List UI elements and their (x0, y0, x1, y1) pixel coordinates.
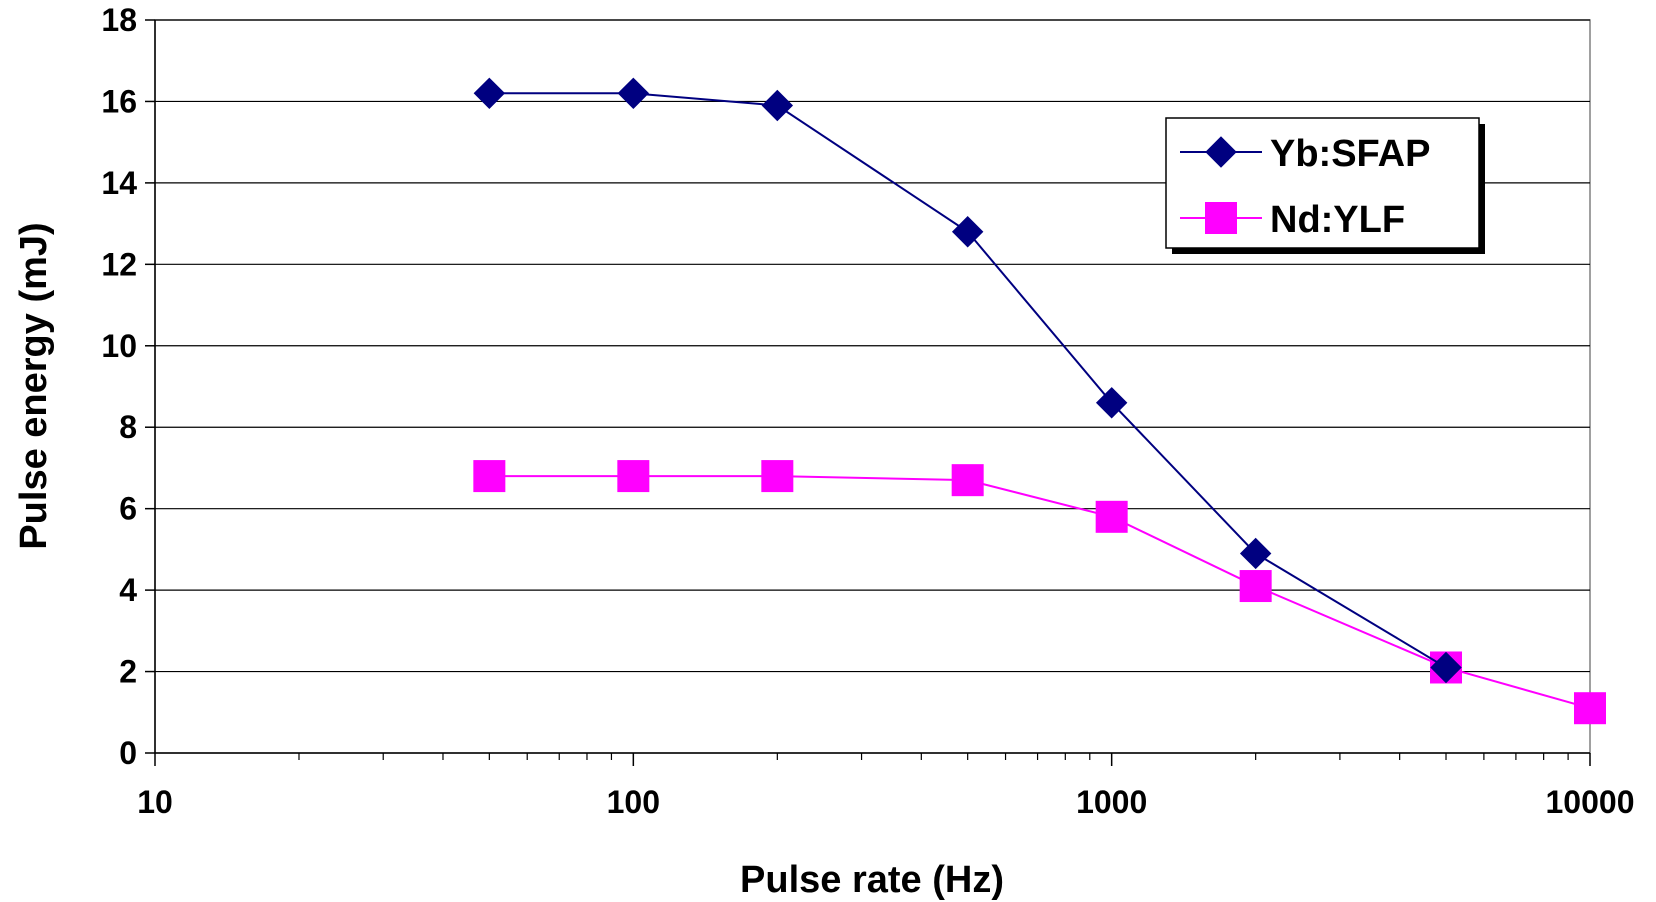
data-point (951, 464, 984, 497)
x-axis-ticks: 10 100 1000 10000 (137, 753, 1634, 820)
legend-marker (1205, 136, 1237, 168)
series-layer (473, 77, 1606, 725)
data-point (761, 89, 794, 122)
data-point (761, 460, 794, 493)
data-point (1239, 570, 1272, 603)
legend: Yb:SFAP Nd:YLF (1165, 117, 1485, 254)
y-tick-label: 18 (101, 2, 137, 38)
y-axis-ticks: 0 2 4 6 8 10 12 14 16 18 (101, 2, 155, 771)
y-tick-label: 14 (101, 165, 137, 201)
x-tick-label: 1000 (1076, 784, 1147, 820)
legend-item: Yb:SFAP (1180, 133, 1430, 175)
data-point (1095, 387, 1128, 419)
data-point (473, 460, 506, 493)
data-point (617, 77, 650, 110)
x-axis-title: Pulse rate (Hz) (740, 859, 1004, 901)
x-tick-label: 10000 (1546, 784, 1635, 820)
series-line (489, 475, 1591, 710)
y-tick-label: 10 (101, 328, 137, 364)
y-tick-label: 8 (119, 409, 137, 445)
legend-label: Nd:YLF (1270, 199, 1405, 241)
x-tick-label: 10 (137, 784, 173, 820)
y-tick-label: 16 (101, 83, 137, 119)
y-tick-label: 6 (119, 491, 137, 527)
legend-item: Nd:YLF (1180, 199, 1405, 241)
legend-marker (1205, 202, 1237, 234)
x-tick-label: 100 (607, 784, 660, 820)
data-point (1574, 692, 1606, 725)
series-yb-sfap (473, 77, 1462, 684)
y-axis-title: Pulse energy (mJ) (13, 222, 55, 549)
axes (154, 20, 1590, 754)
legend-label: Yb:SFAP (1270, 133, 1430, 175)
data-point (1095, 500, 1128, 533)
data-point (473, 77, 506, 110)
data-point (617, 460, 650, 493)
y-tick-label: 2 (119, 654, 137, 690)
y-tick-label: 4 (119, 572, 137, 608)
y-tick-label: 12 (101, 246, 137, 282)
series-nd-ylf (473, 460, 1606, 725)
data-point (1239, 537, 1272, 570)
data-point (1430, 651, 1462, 684)
data-point (951, 216, 984, 248)
y-tick-label: 0 (119, 735, 137, 771)
